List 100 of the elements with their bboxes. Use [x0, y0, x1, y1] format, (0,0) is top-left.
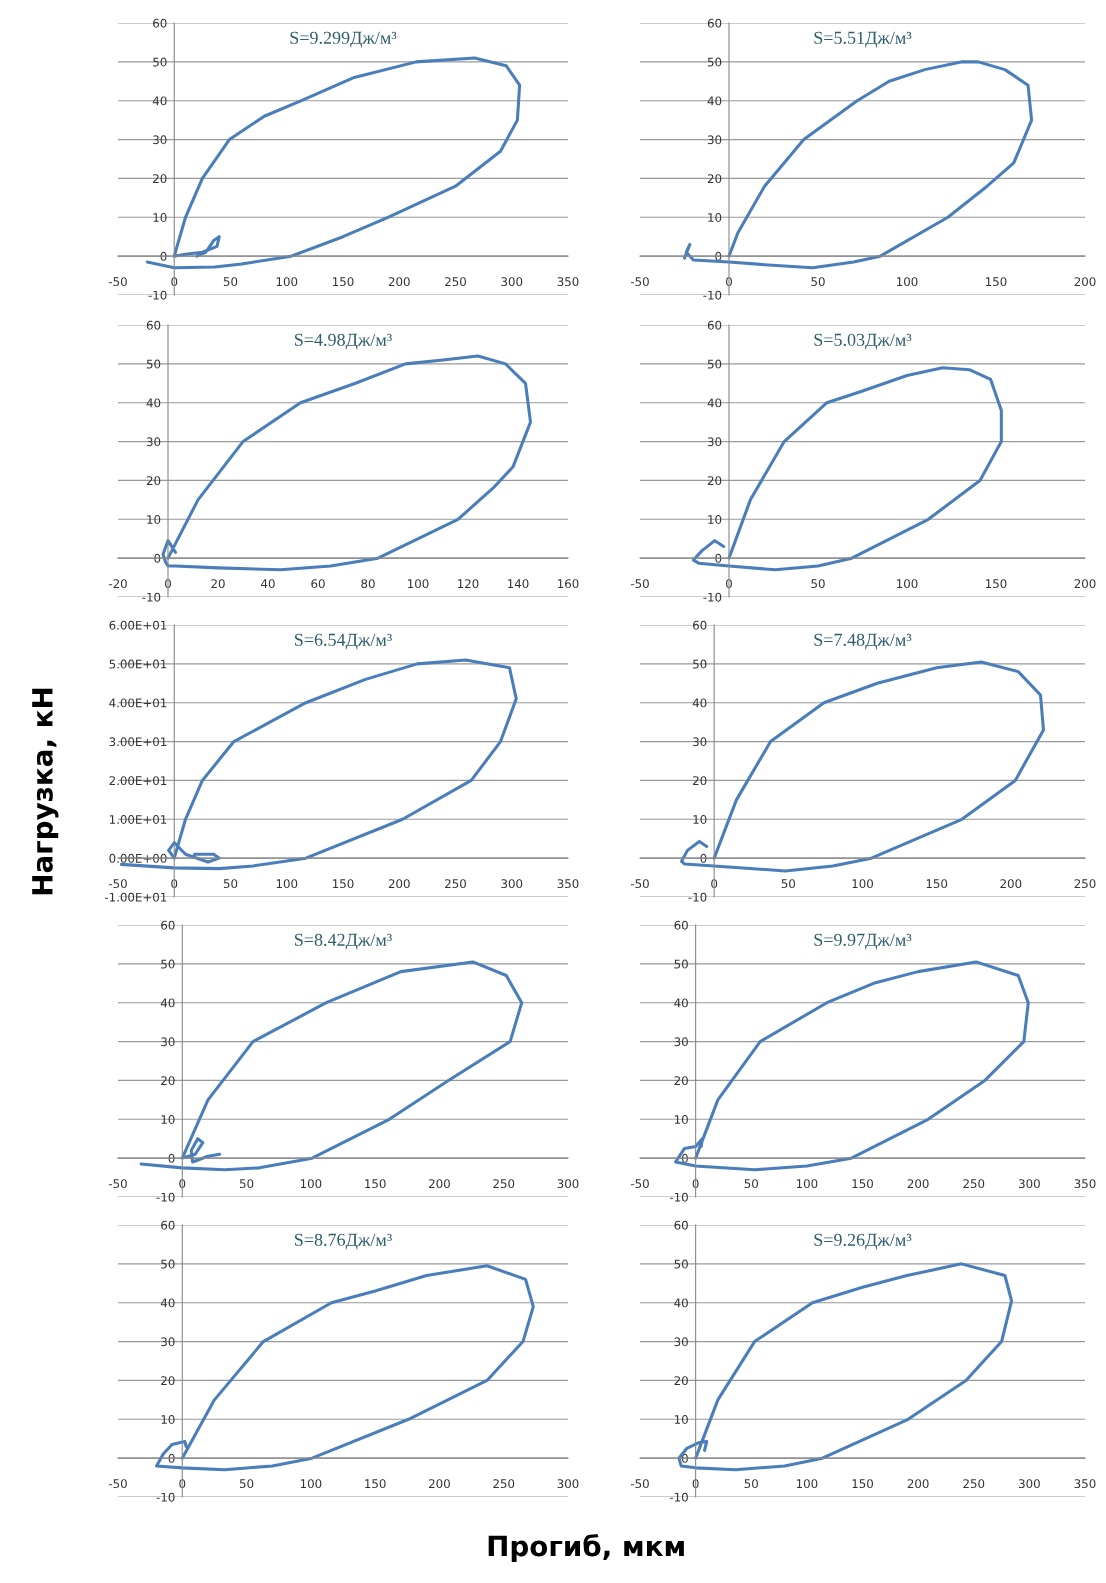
y-tick-label: 0: [681, 1453, 688, 1463]
y-tick-label: 40: [160, 998, 175, 1008]
y-tick-label: 2.00E+01: [109, 776, 167, 786]
x-tick-label: 200: [1000, 879, 1022, 889]
x-tick-label: 100: [408, 579, 429, 589]
y-tick-label: 10: [708, 213, 722, 222]
x-tick-label: 0: [179, 1479, 186, 1489]
y-tick-label: 0: [168, 1453, 175, 1463]
x-tick-label: 200: [429, 1179, 450, 1189]
x-tick-label: 300: [1019, 1479, 1040, 1489]
x-tick-label: -50: [108, 1479, 127, 1489]
line-series: [680, 660, 1045, 873]
y-tick-label: 20: [674, 1376, 688, 1386]
y-tick-label: 60: [693, 620, 707, 630]
x-tick-label: 100: [852, 879, 873, 889]
line-series: [161, 354, 533, 572]
x-tick-label: -50: [630, 1179, 649, 1189]
y-tick-label: 40: [160, 1298, 175, 1308]
x-tick-label: 100: [897, 579, 918, 589]
x-tick-label: 150: [926, 879, 948, 889]
x-tick-label: 150: [333, 879, 354, 889]
y-tick-label: 30: [707, 135, 722, 145]
y-tick-label: 30: [707, 437, 722, 447]
y-tick-label: 30: [674, 1037, 688, 1047]
y-tick-label: 40: [707, 398, 722, 408]
x-tick-label: -20: [108, 579, 127, 589]
y-tick-label: -10: [156, 1192, 175, 1202]
y-tick-label: 50: [674, 959, 688, 969]
x-tick-label: 250: [963, 1479, 985, 1489]
x-tick-label: -50: [630, 277, 649, 287]
x-tick-label: 100: [796, 1179, 818, 1189]
x-tick-label: 50: [811, 277, 825, 287]
y-tick-label: 0: [160, 251, 167, 261]
x-tick-label: 50: [239, 1479, 254, 1489]
y-tick-label: 20: [674, 1076, 688, 1086]
line-series: [145, 56, 522, 270]
x-tick-label: 250: [1074, 879, 1096, 889]
x-tick-label: 150: [333, 277, 354, 287]
y-tick-label: -10: [688, 892, 707, 902]
x-tick-label: 150: [986, 579, 1007, 589]
y-tick-label: 1.00E+01: [109, 815, 167, 824]
x-tick-label: 100: [796, 1479, 818, 1489]
y-tick-label: 10: [161, 1415, 175, 1424]
x-tick-label: 250: [493, 1179, 515, 1189]
y-tick-label: 60: [707, 18, 722, 28]
chart-title: S=9.299Дж/м³: [290, 31, 397, 48]
y-tick-label: 10: [153, 213, 167, 222]
y-tick-label: 10: [708, 515, 722, 524]
x-tick-label: 50: [781, 879, 796, 889]
y-tick-label: 0: [681, 1153, 688, 1163]
y-tick-label: 40: [152, 96, 167, 106]
x-tick-label: 50: [811, 579, 825, 589]
y-tick-label: -10: [156, 1492, 175, 1502]
x-tick-label: 300: [501, 879, 523, 889]
x-tick-label: 300: [557, 1179, 579, 1189]
y-tick-label: 10: [693, 815, 707, 824]
x-tick-label: 0: [179, 1179, 186, 1189]
x-tick-label: 350: [557, 277, 579, 287]
y-tick-label: 30: [161, 1037, 175, 1047]
x-tick-label: -50: [108, 277, 127, 287]
y-tick-label: 40: [692, 698, 707, 708]
y-tick-label: 0: [168, 1153, 175, 1163]
x-tick-label: 100: [276, 879, 298, 889]
x-tick-label: 150: [365, 1179, 386, 1189]
y-tick-label: 10: [674, 1415, 688, 1424]
y-tick-label: 5.00E+01: [109, 659, 167, 669]
y-axis-title: Нагрузка, кН: [32, 688, 59, 895]
x-tick-label: 250: [493, 1479, 515, 1489]
x-tick-label: 0: [726, 277, 732, 287]
chart-title: S=4.98Дж/м³: [294, 333, 392, 350]
x-tick-label: 350: [1074, 1179, 1096, 1189]
x-tick-label: 100: [300, 1479, 322, 1489]
x-tick-label: 100: [897, 277, 918, 287]
x-tick-label: 300: [501, 277, 523, 287]
x-tick-label: -50: [108, 879, 127, 889]
y-tick-label: -10: [142, 592, 161, 602]
y-tick-label: 30: [161, 1337, 175, 1347]
y-tick-label: 60: [707, 320, 722, 330]
y-tick-label: 10: [161, 1115, 175, 1124]
x-tick-label: 50: [223, 277, 238, 287]
y-tick-label: 60: [161, 1220, 175, 1230]
y-tick-label: 30: [674, 1337, 688, 1347]
y-tick-label: 4.00E+01: [109, 698, 167, 708]
y-tick-label: 20: [161, 1376, 175, 1386]
x-tick-label: 140: [508, 579, 529, 589]
x-tick-label: 50: [744, 1179, 758, 1189]
x-tick-label: 150: [365, 1479, 386, 1489]
x-tick-label: -50: [630, 879, 649, 889]
x-tick-label: 100: [276, 277, 298, 287]
chart-title: S=5.51Дж/м³: [814, 31, 912, 48]
line-series: [674, 960, 1030, 1172]
y-tick-label: 6.00E+01: [109, 620, 167, 630]
x-tick-label: 250: [445, 879, 466, 889]
x-tick-label: 150: [986, 277, 1007, 287]
x-tick-label: -50: [630, 579, 649, 589]
x-tick-label: 200: [907, 1179, 929, 1189]
chart-title: S=5.03Дж/м³: [814, 333, 912, 350]
y-tick-label: 50: [707, 359, 722, 369]
y-tick-label: -10: [703, 592, 722, 602]
y-tick-label: 60: [161, 920, 175, 930]
